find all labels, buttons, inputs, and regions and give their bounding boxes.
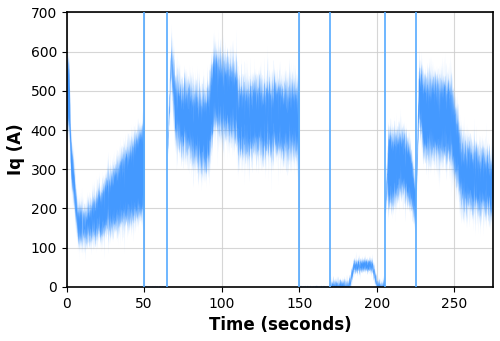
X-axis label: Time (seconds): Time (seconds) <box>208 316 351 334</box>
Y-axis label: Iq (A): Iq (A) <box>7 124 25 175</box>
